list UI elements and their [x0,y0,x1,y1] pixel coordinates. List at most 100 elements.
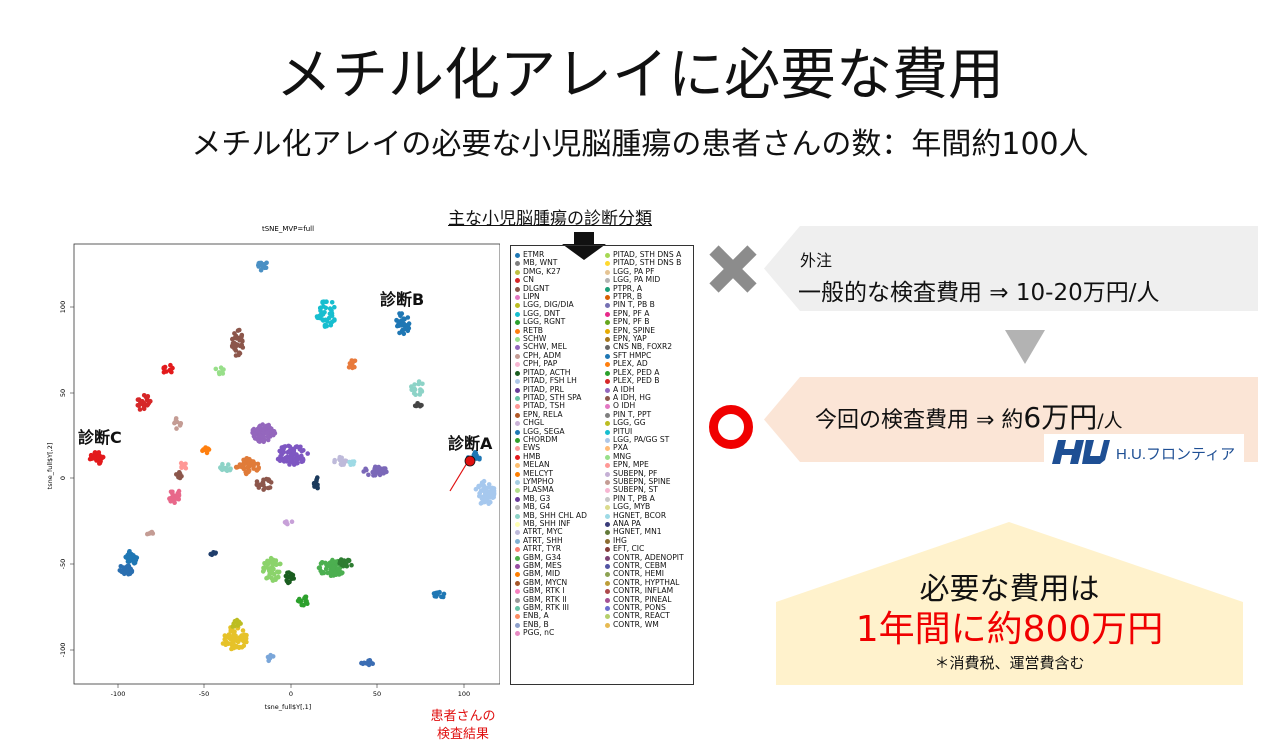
legend-dot-icon [515,471,520,477]
scatter-point [330,558,335,564]
legend-item: GBM, RTK I [513,587,587,595]
legend-item: SCHW, MEL [513,343,587,351]
scatter-point [300,457,306,463]
legend-item: LYMPHO [513,476,587,486]
legend-item: MB, SHH CHL AD [513,511,587,520]
plot-frame [73,243,500,685]
cluster-points [87,260,497,668]
x-axis-ticks: -100 -50 0 50 100 tsne_full$Y[,1] [111,684,470,711]
legend-label: MB, G4 [523,502,551,512]
legend-item: DMG, K27 [513,267,587,276]
legend-dot-icon [515,337,520,343]
legend-column-2: PITAD, STH DNS A PITAD, STH DNS B LGG, PA … [603,250,684,629]
scatter-point [321,299,327,304]
scatter-point [314,314,320,319]
legend-label: ENB, A [523,611,549,621]
scatter-point [376,470,382,476]
legend-dot-icon [515,614,520,620]
scatter-point [235,328,241,333]
legend-label: O IDH [613,401,636,411]
legend-label: LGG, PA MID [613,275,661,285]
scatter-point [432,593,438,599]
scatter-point [254,479,260,484]
scatter-point [288,456,293,462]
legend-dot-icon [515,387,520,393]
current-cost-prefix: 今回の検査費用 ⇒ 約 [815,408,1024,433]
scatter-point [177,471,183,477]
current-cost-suffix: /人 [1097,410,1123,432]
scatter-point [246,468,252,473]
legend-label: LGG, GG [613,418,646,428]
scatter-point [220,371,226,376]
legend-dot-icon [515,606,520,612]
legend-item: PITAD, TSH [513,402,587,410]
legend-item: MELAN [513,460,587,470]
legend-label: MELAN [523,460,550,470]
scatter-point [171,496,176,502]
legend-item: LGG, PA MID [603,276,684,284]
legend-item: ETMR [513,250,587,259]
scatter-point [213,550,218,556]
scatter-point [486,501,492,507]
legend-label: ETMR [523,250,545,259]
scatter-point [327,306,333,311]
scatter-point [96,450,102,455]
scatter-point [271,429,277,434]
outsourcing-label: 外注 [800,251,833,270]
legend-label: PITAD, ACTH [523,367,571,377]
scatter-point [326,562,331,567]
scatter-point [261,430,266,436]
legend-dot-icon [515,286,520,292]
legend-item: ATRT, SHH [513,536,587,545]
legend-item: CONTR, PINEAL [603,595,684,604]
patient-note-line: 検査結果 [436,727,489,742]
scatter-point [254,468,260,473]
legend-dot-icon [515,328,520,334]
scatter-point [371,473,376,478]
total-cost-amount: 1年間に約800万円 [855,609,1164,650]
scatter-point [337,561,343,566]
legend-label: CONTR, HYPTHAL [613,577,680,587]
legend-dot-icon [605,395,610,401]
legend-item: LGG, RGNT [513,318,587,326]
legend-label: PTPR, A [613,283,643,293]
legend-dot-icon [515,622,520,628]
legend-item: MB, G4 [513,502,587,512]
scatter-point [261,482,266,488]
scatter-point [301,448,306,453]
scatter-point [145,395,150,400]
legend-item: PITUI [603,427,684,436]
legend-label: EPN, SPINE [613,325,656,335]
legend-item: LGG, MYB [603,502,684,511]
legend-dot-icon [605,362,610,368]
scatter-point [397,330,402,336]
scatter-point [240,628,246,633]
legend-dot-icon [515,412,520,418]
scatter-point [276,569,282,575]
scatter-point [231,630,237,636]
legend-label: CHORDM [523,434,558,444]
legend-label: EWS [523,443,541,453]
legend-item: GBM, MYCN [513,578,587,587]
legend-dot-icon [515,513,520,519]
legend-item: HMB [513,452,587,461]
legend-dot-icon [605,463,610,469]
y-tick-label: 100 [59,301,67,313]
legend-item: LGG, GG [603,418,684,428]
scatter-point [229,646,234,652]
legend-dot-icon [605,496,610,502]
legend-item: CONTR, CEBM [603,561,684,570]
legend-label: LYMPHO [523,476,554,486]
legend-label: PITAD, PRL [523,384,564,394]
legend-label: ANA PA [613,519,641,528]
scatter-point [412,387,418,393]
legend-dot-icon [515,496,520,502]
legend-dot-icon [605,387,610,393]
external-cost-banner [764,226,1258,311]
scatter-point [221,465,226,471]
legend-item: ATRT, TYR [513,545,587,553]
scatter-point [346,365,352,370]
legend-item: O IDH [603,402,684,410]
scatter-point [474,456,479,461]
legend-item: PXA [603,444,684,452]
